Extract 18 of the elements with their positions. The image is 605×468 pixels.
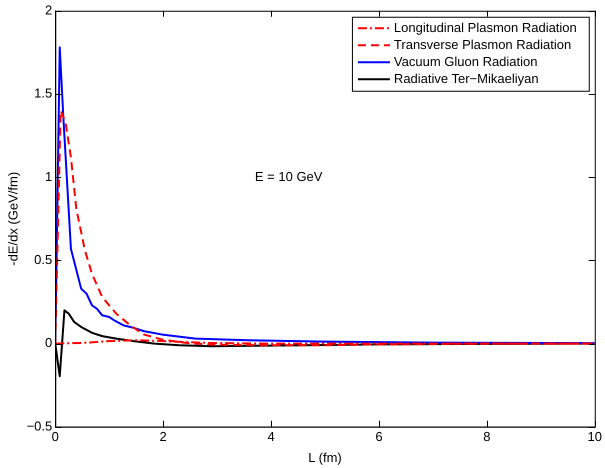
x-tick-label: 6 [375, 429, 383, 444]
legend-label: Radiative Ter−Mikaeliyan [394, 70, 539, 86]
legend-label: Longitudinal Plasmon Radiation [394, 20, 577, 35]
x-axis-title: L (fm) [308, 450, 342, 465]
y-tick-label: 0 [45, 335, 52, 350]
x-tick-label: 8 [483, 429, 490, 444]
legend-label: Vacuum Gluon Radiation [394, 54, 538, 69]
y-tick-label: 1.5 [34, 86, 52, 101]
y-tick-label: 2 [45, 2, 52, 18]
x-tick-label: 4 [267, 429, 275, 444]
legend-label: Transverse Plasmon Radiation [394, 36, 572, 52]
y-tick-label: 1 [45, 168, 52, 184]
y-tick-label: −0.5 [26, 418, 52, 434]
y-axis-title: -dE/dx (GeV/fm) [5, 172, 20, 266]
x-tick-label: 10 [588, 429, 602, 444]
y-tick-label: 0.5 [34, 252, 52, 267]
annotation: E = 10 GeV [254, 168, 323, 184]
x-tick-label: 2 [160, 429, 167, 444]
